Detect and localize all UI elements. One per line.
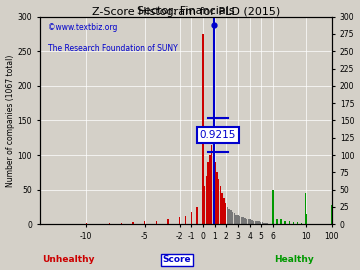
Bar bbox=[331, 205, 333, 224]
Text: Score: Score bbox=[163, 255, 192, 264]
Text: ©www.textbiz.org: ©www.textbiz.org bbox=[48, 23, 118, 32]
Bar bbox=[239, 216, 240, 224]
Bar bbox=[258, 221, 260, 224]
Bar bbox=[221, 193, 223, 224]
Text: The Research Foundation of SUNY: The Research Foundation of SUNY bbox=[48, 43, 178, 53]
Bar bbox=[230, 210, 232, 224]
Bar bbox=[305, 193, 306, 224]
Bar bbox=[220, 186, 221, 224]
Bar bbox=[246, 219, 247, 224]
Bar bbox=[293, 222, 294, 224]
Bar bbox=[305, 214, 306, 224]
Bar bbox=[284, 221, 286, 224]
Bar bbox=[276, 219, 278, 224]
Bar bbox=[301, 223, 302, 224]
Bar bbox=[207, 162, 209, 224]
Bar bbox=[256, 221, 258, 224]
Bar bbox=[225, 204, 226, 224]
Bar bbox=[289, 221, 290, 224]
Bar bbox=[215, 162, 216, 224]
Bar bbox=[227, 207, 228, 224]
Bar bbox=[237, 215, 239, 224]
Bar bbox=[132, 222, 134, 224]
Y-axis label: Number of companies (1067 total): Number of companies (1067 total) bbox=[5, 54, 14, 187]
Bar bbox=[209, 155, 211, 224]
Bar bbox=[204, 186, 206, 224]
Text: Sector: Financials: Sector: Financials bbox=[137, 6, 235, 16]
Bar bbox=[121, 223, 122, 224]
Bar bbox=[253, 221, 255, 224]
Bar bbox=[185, 216, 186, 224]
Bar bbox=[213, 151, 214, 224]
Bar bbox=[297, 222, 298, 224]
Bar bbox=[211, 145, 212, 224]
Text: 0.9215: 0.9215 bbox=[199, 130, 236, 140]
Bar bbox=[109, 223, 111, 224]
Bar bbox=[202, 34, 204, 224]
Bar bbox=[234, 213, 235, 224]
Bar bbox=[242, 217, 244, 224]
Bar bbox=[264, 223, 265, 224]
Bar bbox=[232, 212, 234, 224]
Bar bbox=[262, 222, 263, 224]
Bar bbox=[255, 221, 256, 224]
Bar bbox=[265, 223, 267, 224]
Bar bbox=[229, 209, 230, 224]
Bar bbox=[244, 218, 246, 224]
Bar bbox=[280, 219, 282, 224]
Bar bbox=[223, 198, 225, 224]
Text: Unhealthy: Unhealthy bbox=[42, 255, 95, 264]
Bar bbox=[267, 223, 269, 224]
Bar bbox=[156, 221, 157, 224]
Bar bbox=[206, 176, 207, 224]
Bar bbox=[167, 220, 169, 224]
Bar bbox=[235, 215, 237, 224]
Bar bbox=[179, 217, 180, 224]
Title: Z-Score Histogram for PLD (2015): Z-Score Histogram for PLD (2015) bbox=[92, 6, 280, 16]
Bar bbox=[218, 179, 220, 224]
Bar bbox=[272, 190, 274, 224]
Bar bbox=[190, 212, 192, 224]
Bar bbox=[216, 172, 218, 224]
Bar bbox=[144, 221, 145, 224]
Bar bbox=[248, 220, 249, 224]
Bar bbox=[241, 217, 242, 224]
Bar bbox=[196, 207, 198, 224]
Bar bbox=[249, 220, 251, 224]
Bar bbox=[251, 220, 253, 224]
Text: Healthy: Healthy bbox=[274, 255, 314, 264]
Bar bbox=[260, 222, 261, 224]
Bar bbox=[86, 223, 87, 224]
